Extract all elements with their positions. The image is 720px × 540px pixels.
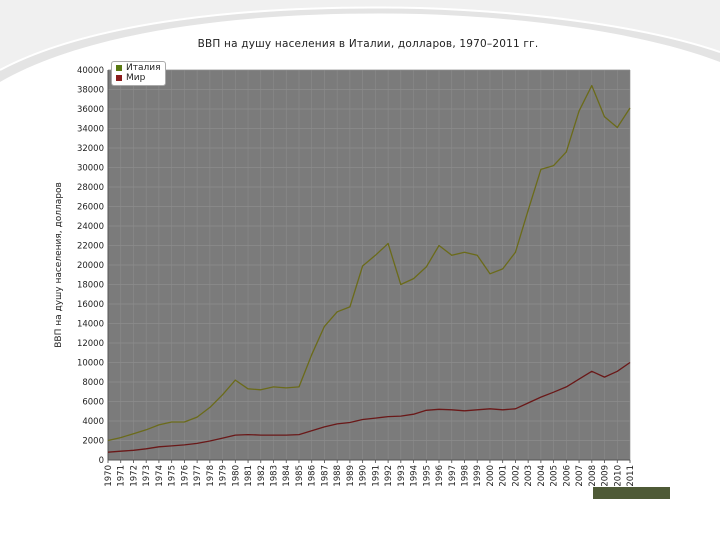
x-tick-label: 1977 (193, 465, 203, 487)
x-tick-label: 1984 (282, 465, 292, 487)
x-tick-label: 2000 (486, 465, 496, 487)
y-tick-label: 26000 (77, 203, 104, 213)
x-tick-label: 1994 (410, 465, 420, 487)
y-tick-label: 18000 (77, 281, 104, 291)
x-tick-label: 1981 (244, 465, 254, 487)
y-tick-label: 32000 (77, 144, 104, 154)
x-tick-label: 2004 (537, 465, 547, 487)
y-tick-label: 36000 (77, 105, 104, 115)
x-tick-label: 1999 (473, 465, 483, 487)
series-line-world (107, 361, 631, 453)
x-tick-label: 2009 (601, 465, 611, 487)
y-tick-label: 2000 (82, 437, 104, 447)
chart-title: ВВП на душу населения в Италии, долларов… (197, 38, 539, 50)
y-tick-label: 34000 (77, 125, 104, 135)
x-tick-label: 1995 (422, 465, 432, 487)
legend: Италия Мир (111, 61, 166, 86)
y-tick-label: 30000 (77, 164, 104, 174)
x-tick-label: 1985 (295, 465, 305, 487)
x-tick-label: 1998 (460, 465, 470, 487)
x-tick-label: 1997 (448, 465, 458, 487)
y-tick-label: 4000 (82, 417, 104, 427)
x-tick-label: 1979 (219, 465, 229, 487)
x-tick-label: 1989 (346, 465, 356, 487)
y-tick-label: 14000 (77, 320, 104, 330)
x-tick-label: 1992 (384, 465, 394, 487)
legend-item-italy: Италия (116, 63, 161, 73)
y-tick-label: 20000 (77, 261, 104, 271)
x-tick-label: 2002 (511, 465, 521, 487)
x-tick-label: 2011 (626, 465, 636, 487)
x-tick-label: 1974 (155, 465, 165, 487)
x-tick-label: 1988 (333, 465, 343, 487)
x-tick-label: 1971 (117, 465, 127, 487)
x-tick-label: 1993 (397, 465, 407, 487)
legend-swatch-italy (116, 65, 122, 71)
x-tick-label: 2010 (613, 465, 623, 487)
y-tick-label: 38000 (77, 86, 104, 96)
x-tick-label: 1975 (168, 465, 178, 487)
x-tick-label: 1983 (270, 465, 280, 487)
legend-label-italy: Италия (126, 63, 161, 73)
x-tick-label: 1991 (371, 465, 381, 487)
watermark-bar (593, 487, 670, 499)
y-tick-label: 10000 (77, 359, 104, 369)
y-tick-label: 28000 (77, 183, 104, 193)
x-tick-label: 2008 (588, 465, 598, 487)
y-tick-label: 24000 (77, 222, 104, 232)
x-tick-label: 2003 (524, 465, 534, 487)
y-tick-label: 40000 (77, 66, 104, 76)
x-tick-label: 1980 (231, 465, 241, 487)
legend-item-world: Мир (116, 73, 161, 83)
x-tick-label: 1973 (142, 465, 152, 487)
y-tick-label: 6000 (82, 398, 104, 408)
legend-label-world: Мир (126, 73, 146, 83)
y-tick-label: 8000 (82, 378, 104, 388)
y-tick-label: 16000 (77, 300, 104, 310)
x-tick-label: 1996 (435, 465, 445, 487)
y-tick-label: 22000 (77, 242, 104, 252)
x-tick-label: 1982 (257, 465, 267, 487)
x-tick-label: 2007 (575, 465, 585, 487)
x-tick-label: 1970 (104, 465, 114, 487)
x-tick-label: 1978 (206, 465, 216, 487)
x-tick-label: 1986 (308, 465, 318, 487)
x-tick-label: 1987 (320, 465, 330, 487)
x-tick-label: 2006 (562, 465, 572, 487)
x-tick-label: 2001 (499, 465, 509, 487)
y-tick-label: 0 (99, 456, 104, 466)
series-line-italy (107, 84, 631, 442)
x-tick-label: 2005 (550, 465, 560, 487)
x-tick-label: 1990 (359, 465, 369, 487)
x-tick-label: 1972 (129, 465, 139, 487)
y-tick-label: 12000 (77, 339, 104, 349)
legend-swatch-world (116, 75, 122, 81)
x-tick-label: 1976 (180, 465, 190, 487)
